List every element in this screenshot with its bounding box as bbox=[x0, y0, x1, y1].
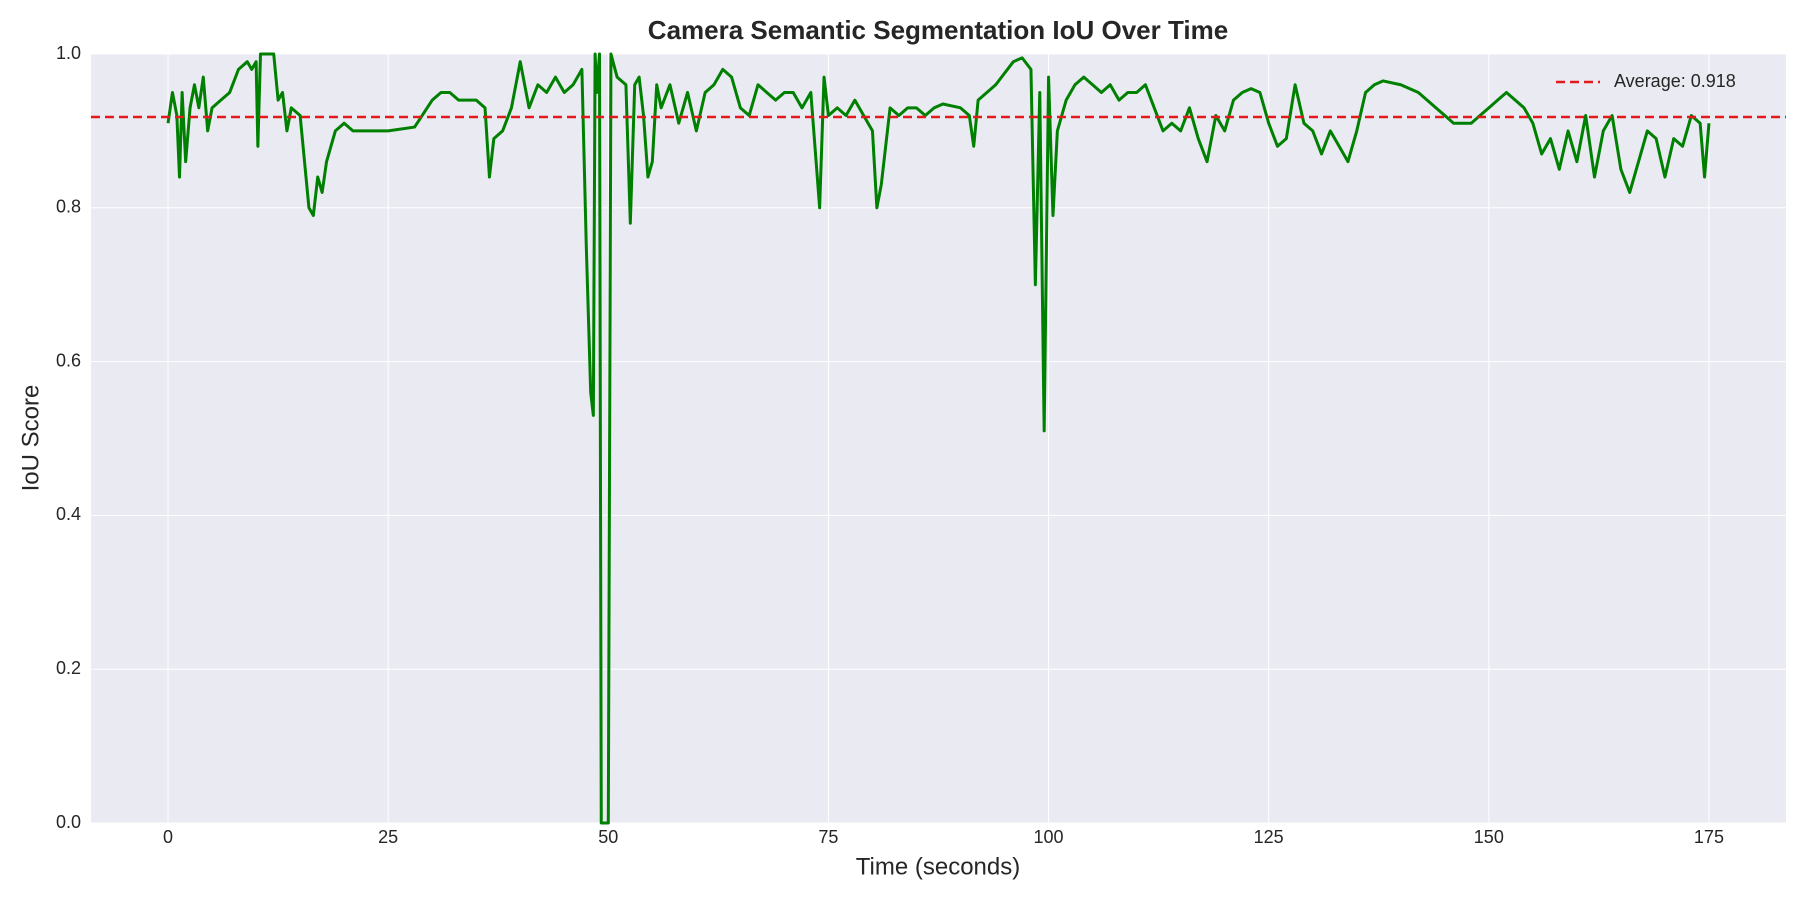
y-tick-label: 0.2 bbox=[56, 658, 81, 678]
y-axis-label: IoU Score bbox=[17, 385, 44, 492]
y-tick-label: 1.0 bbox=[56, 43, 81, 63]
x-tick-label: 50 bbox=[598, 827, 618, 847]
x-tick-label: 175 bbox=[1694, 827, 1724, 847]
x-tick-label: 0 bbox=[163, 827, 173, 847]
x-tick-label: 150 bbox=[1474, 827, 1504, 847]
chart-title: Camera Semantic Segmentation IoU Over Ti… bbox=[648, 15, 1228, 45]
y-tick-label: 0.4 bbox=[56, 504, 81, 524]
plot-area bbox=[91, 54, 1786, 823]
marks bbox=[91, 52, 1786, 825]
x-tick-label: 125 bbox=[1254, 827, 1284, 847]
y-tick-label: 0.6 bbox=[56, 350, 81, 370]
x-tick-label: 75 bbox=[818, 827, 838, 847]
data-line bbox=[166, 52, 1711, 825]
x-tick-label: 25 bbox=[378, 827, 398, 847]
y-tick-label: 0.0 bbox=[56, 812, 81, 832]
y-tick-label: 0.8 bbox=[56, 197, 81, 217]
x-tick-label: 100 bbox=[1034, 827, 1064, 847]
x-axis-label: Time (seconds) bbox=[856, 853, 1020, 880]
legend-label: Average: 0.918 bbox=[1614, 71, 1736, 91]
